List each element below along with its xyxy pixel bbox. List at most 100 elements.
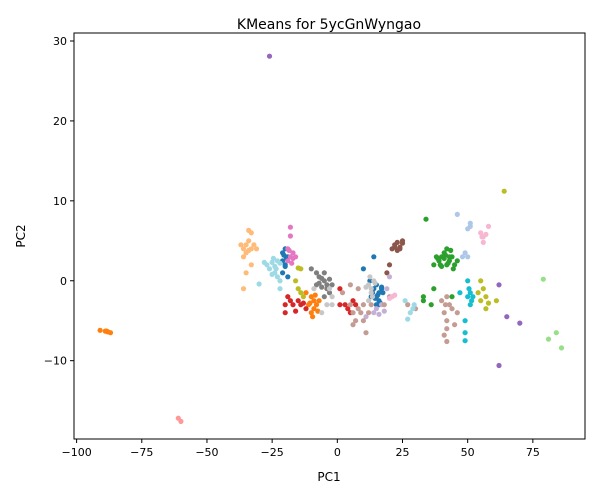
data-point [444, 338, 450, 345]
data-point [248, 230, 254, 236]
data-point [316, 298, 322, 304]
data-point [462, 338, 468, 344]
data-point [466, 286, 472, 292]
data-point [307, 300, 313, 306]
data-point [324, 282, 330, 288]
data-point [246, 238, 252, 244]
data-point [266, 266, 273, 272]
data-point [504, 314, 510, 320]
data-point [478, 230, 484, 236]
data-point [319, 310, 325, 316]
data-point [303, 290, 309, 296]
x-tick-label: −75 [130, 446, 153, 459]
y-axis-label: PC2 [14, 224, 28, 247]
data-point [321, 294, 327, 300]
data-point [311, 298, 317, 304]
data-point [270, 255, 276, 261]
data-point [407, 310, 413, 316]
data-point [313, 302, 320, 308]
data-point [303, 306, 309, 312]
data-point [97, 327, 103, 333]
data-point [360, 318, 366, 324]
data-point [290, 250, 296, 256]
data-point [444, 294, 450, 300]
data-point [311, 286, 317, 292]
data-point [350, 322, 356, 328]
data-point [350, 310, 356, 316]
data-point [238, 242, 244, 248]
data-point [285, 294, 291, 300]
data-point [312, 292, 318, 298]
data-point [496, 282, 502, 288]
data-point [311, 306, 317, 312]
x-tick-label: 50 [461, 446, 475, 459]
data-point [480, 239, 486, 245]
data-point [286, 247, 292, 253]
data-point [392, 244, 398, 250]
data-point [251, 242, 257, 248]
y-tick-label: 20 [53, 115, 67, 128]
data-point [545, 336, 552, 342]
data-point [376, 311, 382, 317]
data-point [462, 318, 468, 324]
data-point [470, 294, 476, 300]
data-point [369, 294, 376, 300]
data-point [465, 278, 471, 284]
data-point [465, 294, 471, 300]
x-axis-label: PC1 [317, 470, 340, 484]
data-point [446, 302, 452, 308]
data-point [410, 306, 416, 312]
data-point [442, 252, 449, 258]
data-point [321, 270, 327, 276]
data-point [300, 294, 306, 300]
data-point [353, 302, 359, 308]
data-point [277, 278, 283, 284]
data-point [313, 282, 320, 288]
data-point [326, 286, 333, 292]
data-point [441, 332, 447, 338]
data-point [469, 298, 475, 304]
data-point [450, 266, 456, 272]
data-point [420, 298, 426, 304]
data-point [329, 294, 335, 300]
data-point [452, 322, 458, 328]
data-point [445, 260, 451, 266]
data-point [243, 270, 249, 276]
data-point [386, 295, 393, 301]
data-point [293, 278, 299, 284]
data-point [243, 242, 249, 248]
data-point [295, 298, 301, 304]
data-point [423, 216, 429, 222]
data-point [269, 271, 275, 277]
data-point [448, 247, 454, 253]
data-point [298, 266, 304, 272]
data-point [248, 262, 254, 268]
data-point [300, 300, 306, 306]
data-point [517, 320, 523, 326]
data-point [277, 260, 283, 266]
data-point [384, 286, 390, 292]
y-axis: −10 0 10 20 30 [44, 35, 74, 368]
data-point [363, 330, 369, 336]
data-point [326, 290, 333, 296]
data-point [273, 266, 279, 272]
data-point [379, 286, 385, 292]
data-point [329, 282, 335, 288]
data-point [431, 262, 437, 268]
data-point [394, 239, 400, 245]
data-point [493, 298, 499, 304]
data-point [360, 266, 366, 272]
data-point [269, 259, 275, 265]
data-point [368, 286, 374, 292]
data-point [243, 250, 249, 256]
data-point [454, 211, 460, 217]
data-point [308, 266, 314, 272]
data-point [310, 314, 316, 320]
data-point [366, 298, 372, 304]
data-point [290, 302, 296, 308]
data-point [319, 284, 325, 290]
data-point [355, 286, 361, 292]
data-point [457, 290, 463, 296]
data-point [483, 231, 489, 237]
